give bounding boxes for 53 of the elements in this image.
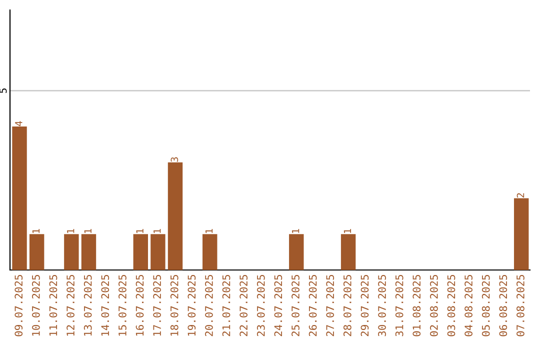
x-tick-label: 03.08.2025 (447, 275, 456, 336)
x-tick-label: 24.07.2025 (274, 275, 282, 336)
x-tick-label: 26.07.2025 (308, 275, 317, 336)
x-tick-label: 17.07.2025 (153, 275, 162, 336)
x-tick-label: 14.07.2025 (101, 275, 110, 336)
bar (202, 234, 218, 270)
x-tick-label: 09.07.2025 (14, 275, 23, 336)
x-tick-label: 10.07.2025 (32, 275, 40, 336)
x-tick-label: 18.07.2025 (170, 275, 178, 336)
bar (29, 234, 44, 270)
data-label: 1 (154, 228, 161, 233)
x-tick-label: 23.07.2025 (256, 275, 265, 336)
x-tick-label: 06.08.2025 (499, 275, 508, 336)
x-tick-label: 11.07.2025 (49, 275, 58, 336)
data-label: 1 (67, 228, 74, 233)
x-tick-label: 21.07.2025 (222, 275, 230, 336)
x-tick-label: 30.07.2025 (378, 275, 386, 336)
data-label: 1 (205, 228, 213, 233)
x-tick-label: 01.08.2025 (412, 275, 421, 336)
bar (81, 234, 96, 270)
x-tick-label: 22.07.2025 (240, 275, 248, 336)
data-label: 1 (292, 228, 300, 233)
data-label: 1 (344, 228, 352, 233)
data-label: 1 (32, 228, 40, 233)
data-label: 1 (136, 228, 144, 233)
x-tick-label: 02.08.2025 (430, 275, 438, 336)
x-tick-label: 12.07.2025 (66, 275, 74, 336)
data-label: 4 (15, 121, 22, 126)
x-tick-label: 28.07.2025 (343, 275, 352, 336)
bar (289, 234, 304, 270)
x-tick-label: 05.08.2025 (482, 275, 490, 336)
bar (168, 162, 183, 270)
x-tick-label: 19.07.2025 (188, 275, 196, 336)
x-tick-label: 27.07.2025 (326, 275, 334, 336)
bar (64, 234, 79, 270)
x-tick-label: 25.07.2025 (292, 275, 300, 336)
x-tick-label: 15.07.2025 (118, 275, 126, 336)
x-tick-label: 29.07.2025 (360, 275, 369, 336)
x-tick-label: 07.08.2025 (516, 275, 524, 336)
data-label: 3 (170, 157, 178, 162)
x-tick-label: 13.07.2025 (84, 275, 92, 336)
x-tick-label: 16.07.2025 (136, 275, 144, 336)
y-tick-label: 5 (0, 88, 7, 93)
data-label: 2 (516, 193, 524, 198)
bar (150, 234, 166, 270)
bar (133, 234, 148, 270)
bar (340, 234, 356, 270)
x-tick-label: 20.07.2025 (205, 275, 213, 336)
data-label: 1 (84, 228, 92, 233)
bar (12, 126, 27, 270)
x-tick-label: 04.08.2025 (464, 275, 472, 336)
x-tick-label: 31.07.2025 (395, 275, 404, 336)
bar (514, 198, 529, 270)
